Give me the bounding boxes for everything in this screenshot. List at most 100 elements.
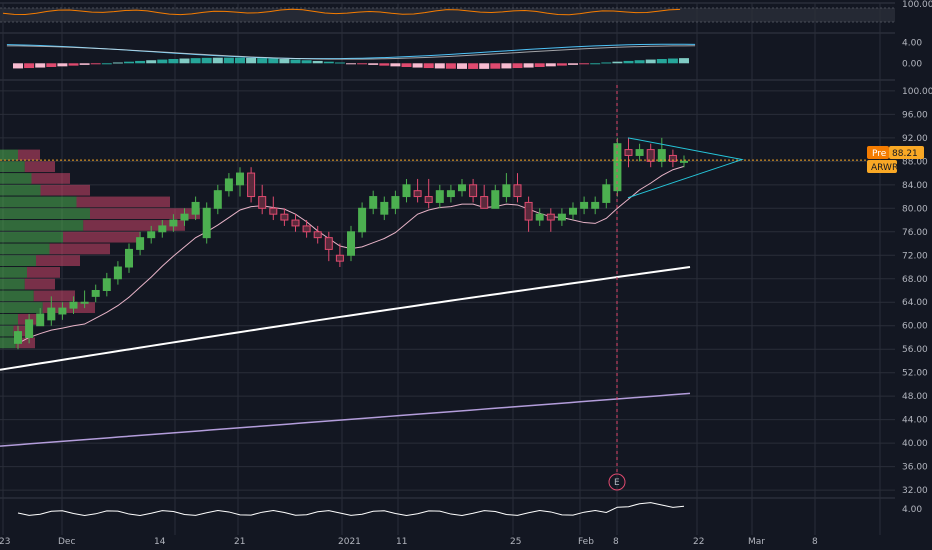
macd-tick-label: 0.00 xyxy=(902,59,922,69)
x-tick-label: 11 xyxy=(396,537,407,547)
macd-histogram-bar xyxy=(168,59,179,64)
pre-tag-bg xyxy=(867,146,889,159)
x-tick-label: 25 xyxy=(510,537,521,547)
candle-body xyxy=(591,201,600,209)
price-tick-label: 72.00 xyxy=(902,251,928,261)
volume-line xyxy=(17,502,685,517)
volume-profile-down-bar xyxy=(83,220,185,231)
last-price-tag-bg xyxy=(889,146,924,159)
volume-profile-up-bar xyxy=(0,267,27,278)
candle-body xyxy=(569,207,577,215)
price-tick-label: 32.00 xyxy=(902,486,928,496)
macd-histogram-bar xyxy=(68,63,79,66)
volume-profile-down-bar xyxy=(90,208,200,220)
volume-tick-label: 4.00 xyxy=(902,505,922,515)
macd-histogram-bar xyxy=(590,63,601,65)
macd-histogram-bar xyxy=(545,63,556,67)
price-tick-label: 76.00 xyxy=(902,228,928,238)
volume-profile-up-bar xyxy=(0,243,50,255)
macd-histogram-bar xyxy=(612,61,623,64)
candle-body xyxy=(668,154,677,162)
last-price-label: 88.21 xyxy=(892,149,918,159)
sma50-line xyxy=(0,265,691,371)
price-tick-label: 44.00 xyxy=(902,416,928,426)
macd-panel xyxy=(6,43,696,69)
macd-histogram-bar xyxy=(346,63,356,65)
earnings-marker[interactable]: E xyxy=(608,85,626,491)
triangle-pattern xyxy=(627,137,744,199)
candle-body xyxy=(491,190,500,209)
macd-histogram-bar xyxy=(290,59,301,64)
volume-profile-down-bar xyxy=(24,161,55,173)
x-tick-label: 8 xyxy=(812,537,818,547)
candle-body xyxy=(147,231,156,239)
macd-histogram-bar xyxy=(579,63,590,65)
macd-histogram-bar xyxy=(46,63,57,67)
candle-body xyxy=(169,219,178,227)
macd-histogram-bar xyxy=(246,57,257,64)
macd-histogram-bar xyxy=(568,63,578,65)
price-tick-label: 92.00 xyxy=(902,134,928,144)
volume-profile-up-bar xyxy=(0,220,84,231)
price-tick-label: 96.00 xyxy=(902,110,928,120)
macd-histogram-bar xyxy=(656,58,667,64)
macd-histogram-bar xyxy=(445,63,456,69)
candle-body xyxy=(635,149,644,156)
candle-body xyxy=(291,219,300,227)
candle-body xyxy=(624,149,633,156)
x-tick-label: 22 xyxy=(693,537,704,547)
volume-profile-up-bar xyxy=(0,184,41,196)
rsi-panel xyxy=(0,7,895,23)
macd-histogram-bar xyxy=(57,63,68,67)
candle-body xyxy=(446,190,455,198)
macd-histogram-bar xyxy=(312,60,323,64)
candle-body xyxy=(125,248,133,268)
macd-histogram-bar xyxy=(24,63,35,69)
candle-body xyxy=(602,184,611,203)
price-tick-label: 88.00 xyxy=(902,157,928,167)
price-tick-label: 36.00 xyxy=(902,463,928,473)
volume-profile-up-bar xyxy=(0,325,14,337)
price-tags: Pre 88.21 ARWR xyxy=(867,146,924,173)
rsi-tick-label: 100.00 xyxy=(902,0,932,10)
macd-histogram-bar xyxy=(501,63,512,69)
candle-body xyxy=(347,231,355,256)
x-tick-label: 14 xyxy=(154,537,166,547)
macd-histogram-bar xyxy=(268,58,279,64)
volume-profile-down-bar xyxy=(63,231,140,243)
candle-body xyxy=(136,237,145,250)
macd-histogram-bar xyxy=(368,63,379,65)
price-tick-label: 48.00 xyxy=(902,392,928,402)
volume-profile-up-bar xyxy=(0,290,34,302)
candle-body xyxy=(391,196,400,209)
macd-histogram-bar xyxy=(124,61,134,64)
volume-panel xyxy=(17,502,685,517)
macd-histogram-bar xyxy=(667,58,678,64)
candle-body xyxy=(335,254,344,262)
candle-body xyxy=(435,190,444,203)
macd-histogram-bar xyxy=(623,60,634,64)
symbol-tag-bg xyxy=(867,160,897,173)
candle-body xyxy=(502,184,511,198)
macd-histogram-bar xyxy=(401,63,412,67)
price-tick-label: 84.00 xyxy=(902,181,928,191)
price-tick-label: 40.00 xyxy=(902,439,928,449)
macd-histogram-bar xyxy=(212,57,223,64)
candle-body xyxy=(102,278,111,291)
candle-body xyxy=(535,213,544,221)
candle-body xyxy=(557,213,566,221)
candle-body xyxy=(202,207,211,239)
macd-histogram-bar xyxy=(135,60,146,64)
macd-histogram-bar xyxy=(13,63,23,69)
candle-body xyxy=(524,201,533,221)
candle-body xyxy=(513,184,522,198)
volume-profile-down-bar xyxy=(42,302,95,313)
macd-histogram-bar xyxy=(190,58,201,64)
candle-body xyxy=(424,196,433,203)
macd-histogram-bar xyxy=(235,57,245,64)
x-tick-label: Mar xyxy=(748,537,765,547)
macd-histogram-bar xyxy=(534,63,545,67)
x-tick-label: 23 xyxy=(0,537,10,547)
macd-histogram-bar xyxy=(301,60,312,64)
macd-histogram-bar xyxy=(479,63,490,69)
